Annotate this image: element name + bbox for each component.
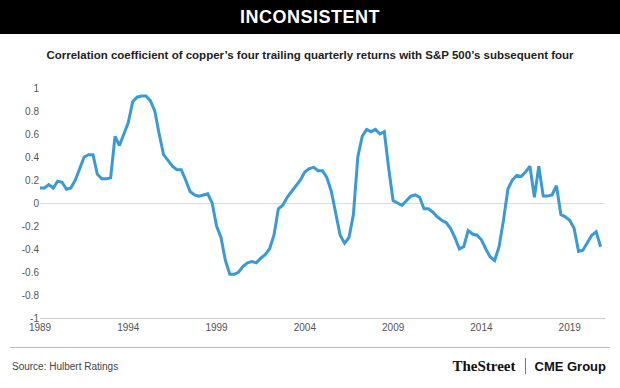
svg-text:1994: 1994	[117, 322, 140, 333]
svg-text:1989: 1989	[29, 322, 52, 333]
svg-text:-0.6: -0.6	[22, 267, 40, 278]
svg-text:0.4: 0.4	[25, 152, 39, 163]
svg-text:2019: 2019	[559, 322, 582, 333]
html-text:CME Group: CME Group	[534, 358, 606, 374]
svg-text:0.2: 0.2	[25, 175, 39, 186]
html-text:Correlation coefficient of cop: Correlation coefficient of copper’s four…	[46, 49, 574, 61]
svg-text:1999: 1999	[205, 322, 228, 333]
svg-text:-0.4: -0.4	[22, 244, 40, 255]
svg-text:0.6: 0.6	[25, 129, 39, 140]
svg-text:0.8: 0.8	[25, 106, 39, 117]
html-text:Source: Hulbert Ratings: Source: Hulbert Ratings	[12, 361, 119, 372]
svg-text:-1: -1	[30, 313, 39, 324]
svg-text:-0.2: -0.2	[22, 221, 40, 232]
svg-text:1: 1	[33, 83, 39, 94]
svg-text:2009: 2009	[382, 322, 405, 333]
html-text:TheStreet: TheStreet	[452, 357, 516, 374]
svg-text:2004: 2004	[294, 322, 317, 333]
svg-text:2014: 2014	[470, 322, 493, 333]
svg-text:-0.8: -0.8	[22, 290, 40, 301]
html-text:INCONSISTENT: INCONSISTENT	[240, 7, 380, 27]
svg-text:0: 0	[33, 198, 39, 209]
